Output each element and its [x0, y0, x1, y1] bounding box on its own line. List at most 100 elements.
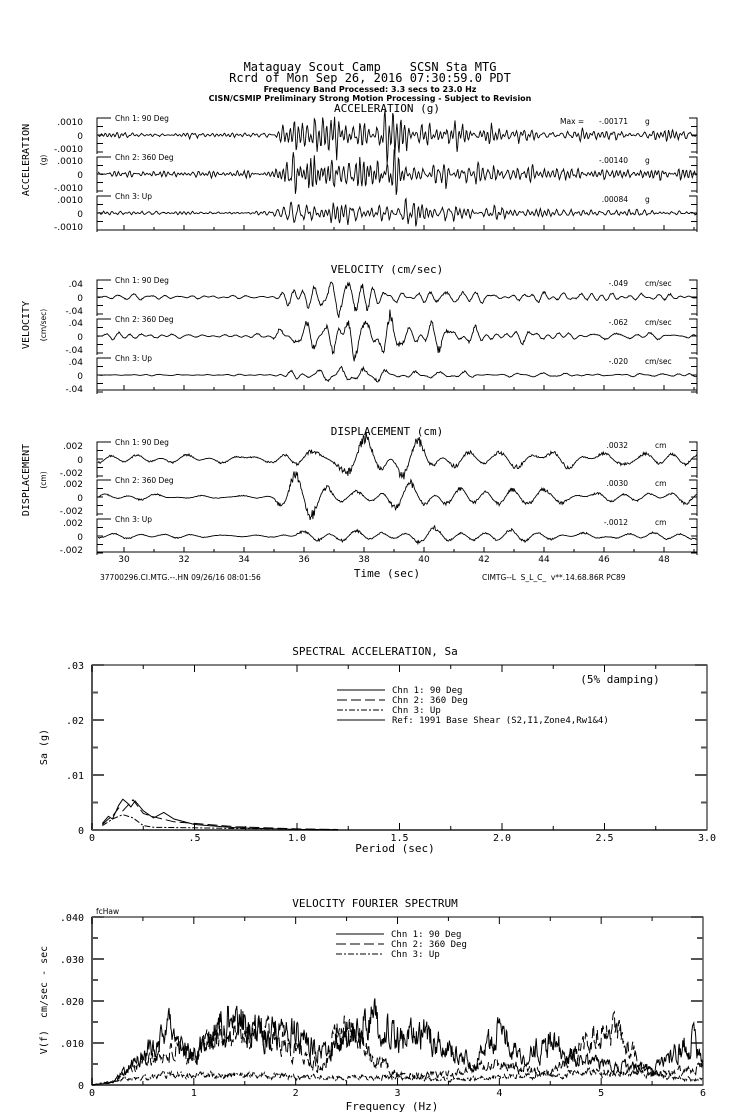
y-tick-label: .02 — [66, 716, 84, 727]
y-tick-label-bottom: -.0010 — [54, 223, 83, 233]
waveform-line — [97, 197, 697, 227]
max-unit: g — [645, 117, 650, 126]
y-tick-label-top: .04 — [69, 358, 84, 368]
x-tick-label: 44 — [538, 555, 550, 565]
channel-label: Chn 3: Up — [115, 515, 152, 524]
channel-trace-2: .04 0 -.04 Chn 2: 360 Deg -.062 cm/sec — [65, 309, 698, 362]
channel-label: Chn 1: 90 Deg — [115, 438, 169, 447]
x-tick-label: 5 — [598, 1088, 604, 1099]
max-value: .0032 — [607, 441, 629, 450]
x-tick-label: 2.0 — [493, 833, 511, 844]
panel-title: ACCELERATION (g) — [334, 102, 440, 115]
left-axis — [96, 357, 111, 394]
max-value: .00084 — [602, 195, 628, 204]
legend-entry: Chn 2: 360 Deg — [392, 696, 468, 706]
y-tick-label-zero: 0 — [77, 294, 83, 304]
y-tick-label-zero: 0 — [77, 333, 83, 343]
x-tick-label: 42 — [478, 555, 489, 565]
waveform-line — [97, 431, 697, 480]
max-value: -.020 — [609, 357, 629, 366]
channel-trace-1: .002 0 -.002 Chn 1: 90 Deg .0032 cm — [60, 431, 698, 480]
waveform-line — [97, 365, 697, 383]
velocity-fourier-chart: VELOCITY FOURIER SPECTRUM fcHaw V(f) cm/… — [39, 897, 706, 1113]
y-tick-label-top: .0010 — [57, 196, 83, 206]
max-unit: cm — [655, 479, 666, 488]
y-tick-label-bottom: -.0010 — [54, 145, 83, 155]
x-tick-label: 1.0 — [288, 833, 306, 844]
x-tick-label: 2.5 — [595, 833, 613, 844]
damping-annotation: (5% damping) — [580, 673, 659, 686]
y-tick-label-bottom: -.04 — [65, 385, 83, 395]
sa-series-3 — [102, 814, 339, 831]
sa-title: SPECTRAL ACCELERATION, Sa — [292, 645, 458, 658]
time-axis-label: Time (sec) — [354, 567, 420, 580]
channel-label: Chn 2: 360 Deg — [115, 476, 174, 485]
panel-side-label: VELOCITY — [21, 301, 32, 349]
max-unit: cm/sec — [645, 279, 672, 288]
max-value: -.062 — [609, 318, 629, 327]
fourier-series-2 — [91, 1010, 703, 1086]
y-tick-label-bottom: -.04 — [65, 307, 83, 317]
processing-id: CIMTG--L S_L_C_ v**.14.68.86R PC89 — [482, 573, 626, 582]
waveform-line — [97, 309, 697, 362]
y-tick-label-bottom: -.002 — [60, 546, 83, 556]
channel-trace-1: .04 0 -.04 Chn 1: 90 Deg -.049 cm/sec — [65, 276, 698, 318]
panel-side-label: ACCELERATION — [21, 124, 32, 196]
y-tick-label-zero: 0 — [77, 132, 83, 142]
fourier-x-label: Frequency (Hz) — [346, 1100, 439, 1113]
x-tick-label: 34 — [238, 555, 250, 565]
max-unit: cm/sec — [645, 318, 672, 327]
station-title: Mataguay Scout Camp SCSN Sta MTG — [244, 60, 497, 74]
x-tick-label: 40 — [418, 555, 430, 565]
channel-label: Chn 1: 90 Deg — [115, 114, 169, 123]
x-tick-label: 4 — [496, 1088, 502, 1099]
max-unit: cm/sec — [645, 357, 672, 366]
channel-trace-2: .0010 0 -.0010 Chn 2: 360 Deg -.00140 g — [54, 149, 698, 195]
y-tick-label-bottom: -.0010 — [54, 184, 83, 194]
panel-units-label: (cm/sec) — [39, 309, 48, 342]
left-axis — [96, 156, 111, 193]
corner-label: fcHaw — [96, 907, 119, 916]
max-unit: g — [645, 195, 650, 204]
y-tick-label: .040 — [60, 913, 84, 924]
panel-units-label: (cm) — [39, 471, 48, 488]
x-tick-label: 3 — [394, 1088, 400, 1099]
left-axis — [96, 479, 111, 516]
spectral-acceleration-chart: SPECTRAL ACCELERATION, Sa (5% damping) S… — [39, 645, 716, 855]
x-tick-label: 3.0 — [698, 833, 716, 844]
y-tick-label-zero: 0 — [77, 372, 83, 382]
channel-label: Chn 3: Up — [115, 354, 152, 363]
x-tick-label: 1.5 — [390, 833, 408, 844]
fourier-series-1 — [91, 998, 703, 1086]
panel-0: ACCELERATION (g) ACCELERATION (g) .0010 0 -.0… — [21, 102, 698, 233]
legend-entry: Ref: 1991 Base Shear (S2,I1,Zone4,Rw1&4) — [392, 716, 609, 726]
channel-label: Chn 3: Up — [115, 192, 152, 201]
panel-units-label: (g) — [39, 155, 48, 166]
sa-series-2 — [101, 799, 339, 830]
y-tick-label-zero: 0 — [77, 171, 83, 181]
channel-trace-1: .0010 0 -.0010 Chn 1: 90 Deg Max = -.00171 g — [54, 110, 698, 165]
y-tick-label-zero: 0 — [77, 533, 83, 543]
max-unit: cm — [655, 441, 666, 450]
y-tick-label-top: .04 — [69, 280, 84, 290]
y-tick-label-top: .002 — [63, 480, 83, 490]
max-value: -.00140 — [599, 156, 628, 165]
y-tick-label: .030 — [60, 955, 84, 966]
channel-label: Chn 2: 360 Deg — [115, 153, 174, 162]
max-unit: g — [645, 156, 650, 165]
frequency-band: Frequency Band Processed: 3.3 secs to 23… — [264, 85, 477, 94]
y-tick-label-bottom: -.04 — [65, 346, 83, 356]
channel-label: Chn 2: 360 Deg — [115, 315, 174, 324]
x-tick-label: 48 — [658, 555, 670, 565]
x-tick-label: 32 — [178, 555, 189, 565]
sa-x-label: Period (sec) — [355, 842, 434, 855]
panel-title: DISPLACEMENT (cm) — [331, 425, 444, 438]
sa-series-1 — [101, 798, 339, 831]
y-tick-label: 0 — [78, 826, 84, 837]
legend-entry: Chn 2: 360 Deg — [391, 940, 467, 950]
y-tick-label: .03 — [66, 661, 84, 672]
y-tick-label-top: .0010 — [57, 157, 83, 167]
y-tick-label: .01 — [66, 771, 84, 782]
x-tick-label: 36 — [298, 555, 310, 565]
y-tick-label-zero: 0 — [77, 494, 83, 504]
